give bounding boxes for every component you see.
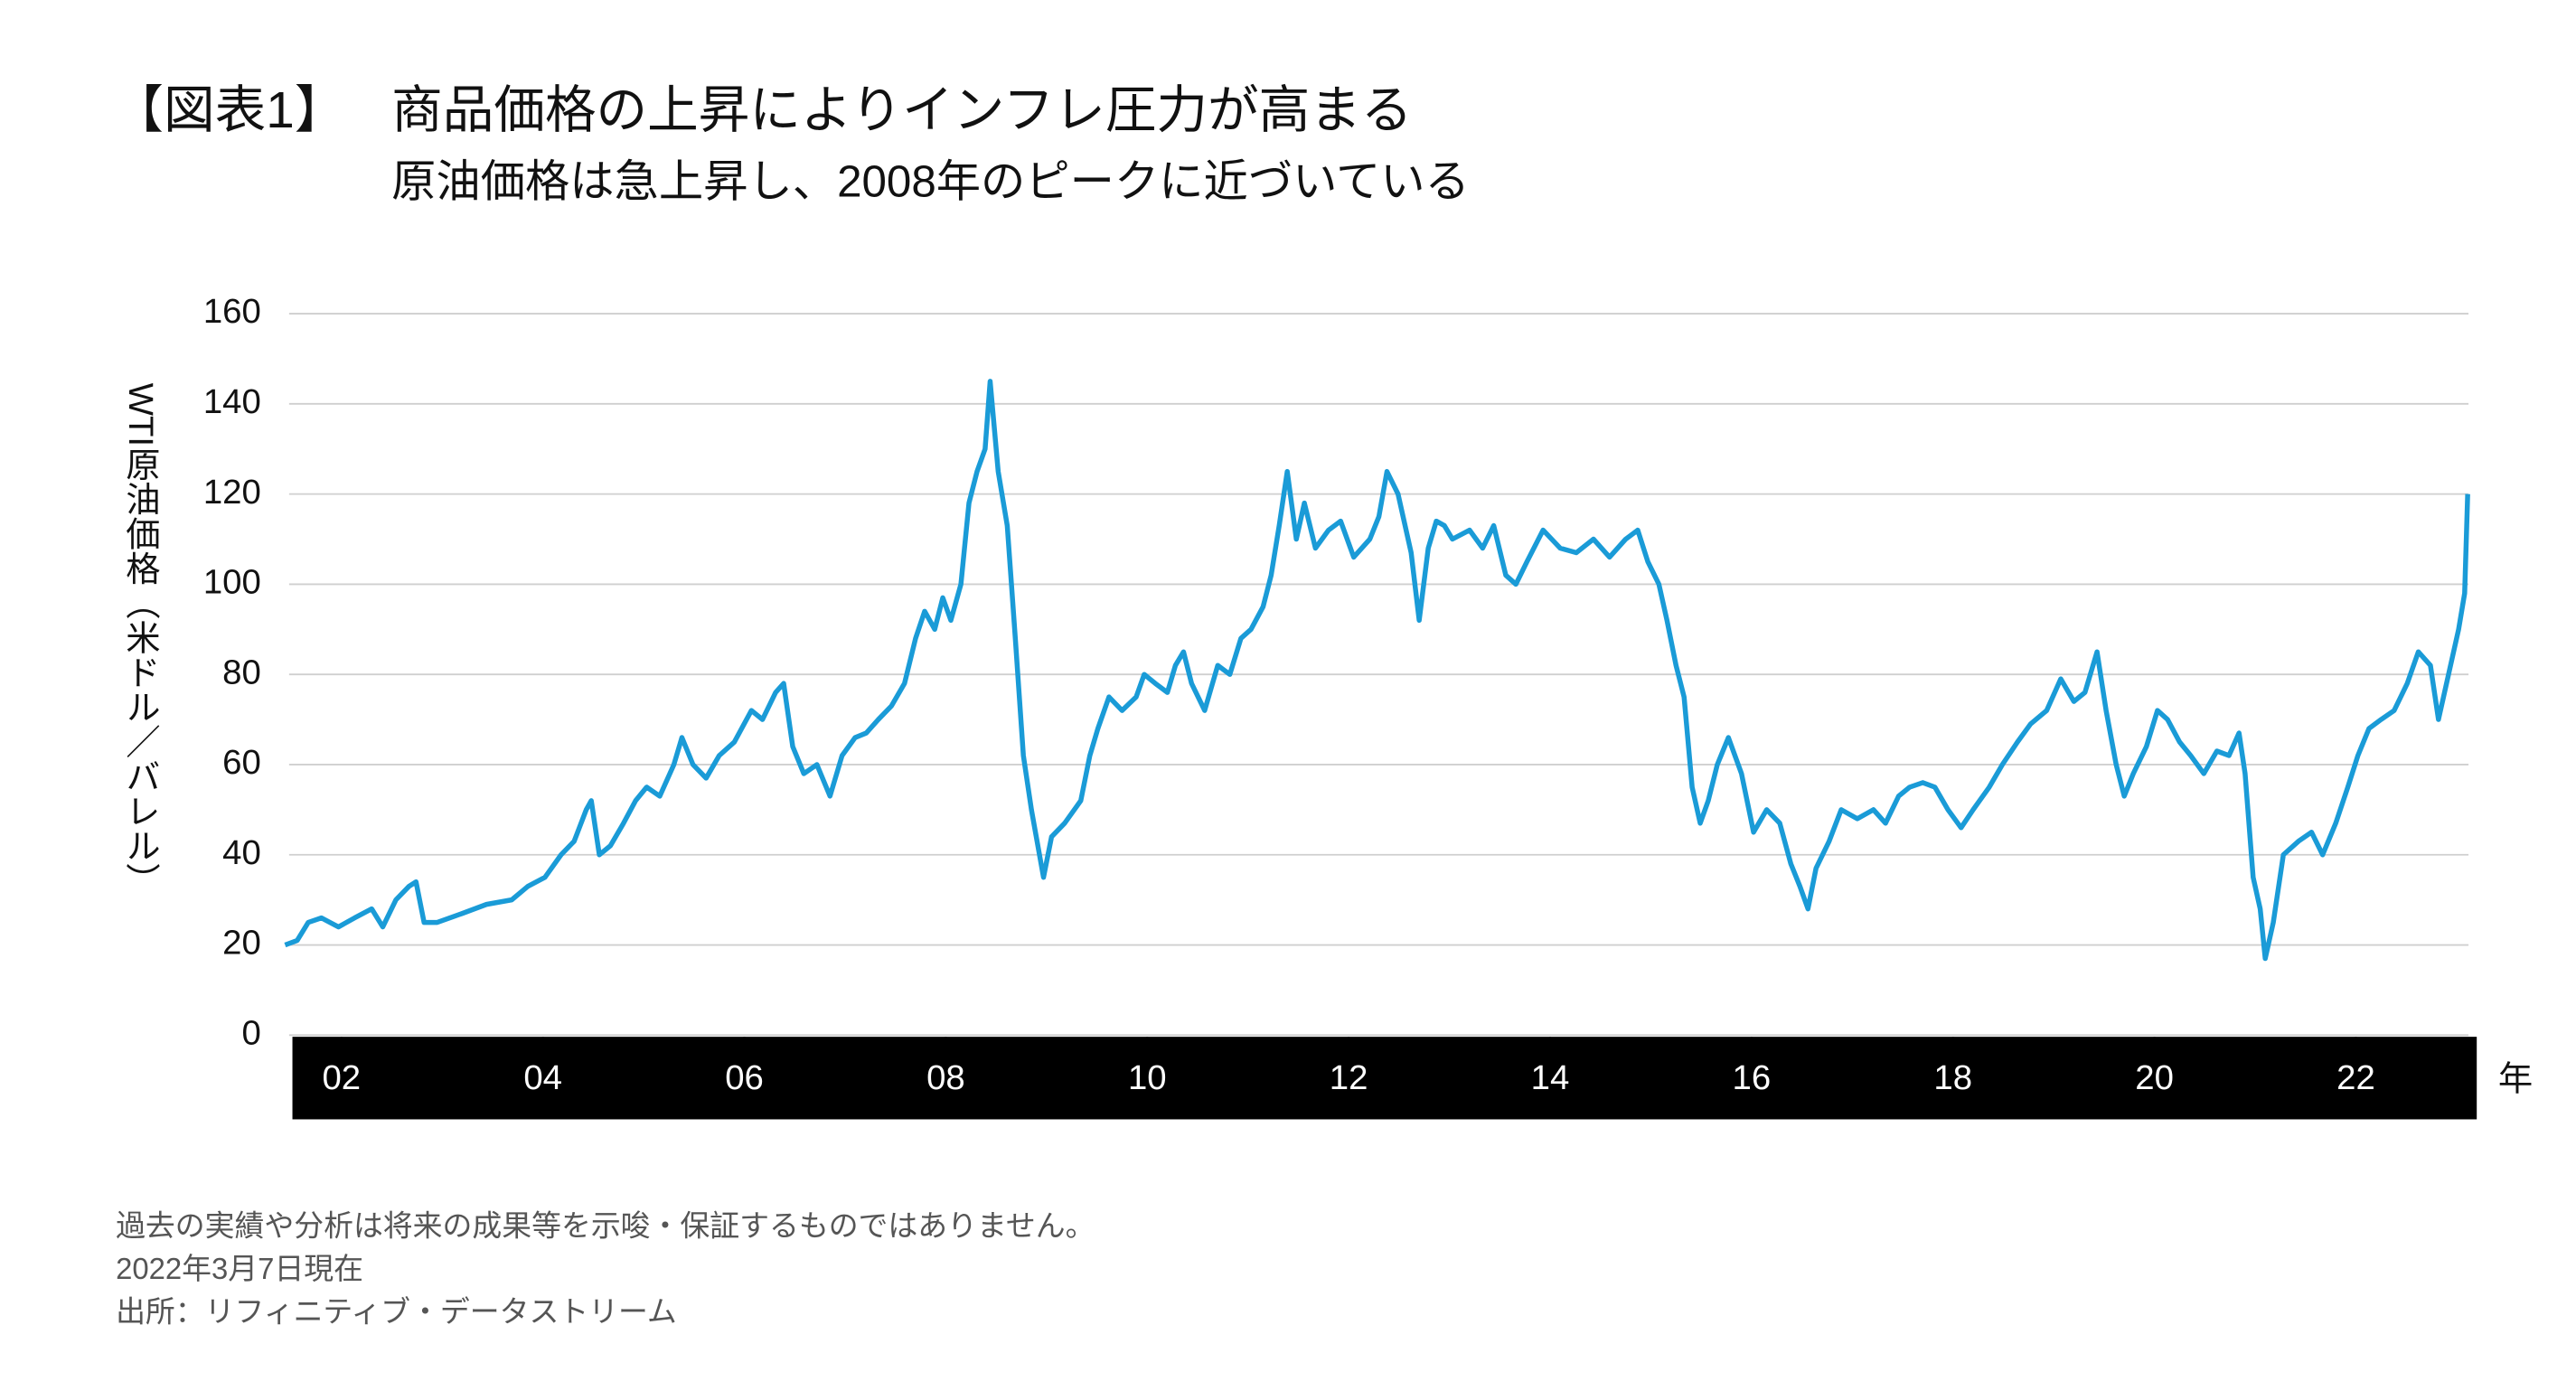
- x-tick-label: 06: [725, 1058, 764, 1097]
- x-axis-band: [292, 1037, 2477, 1120]
- y-tick-label: 0: [241, 1013, 260, 1052]
- note: 出所：リフィニティブ・データストリーム: [116, 1295, 677, 1329]
- y-tick-label: 100: [203, 563, 261, 602]
- x-axis-label: 年: [2498, 1060, 2533, 1099]
- y-tick-label: 20: [222, 924, 261, 963]
- x-tick-label: 10: [1128, 1058, 1167, 1097]
- chart-title: 商品価格の上昇によりインフレ圧力が高まる: [391, 81, 1412, 138]
- x-tick-label: 18: [1933, 1058, 1972, 1097]
- x-tick-label: 12: [1330, 1058, 1368, 1097]
- y-tick-label: 140: [203, 382, 261, 421]
- title-label: 【図表1】: [112, 81, 345, 138]
- x-tick-label: 08: [926, 1058, 965, 1097]
- x-tick-label: 02: [322, 1058, 361, 1097]
- price-line: [284, 379, 2470, 962]
- note: 過去の実績や分析は将来の成果等を示唆・保証するものではありません。: [116, 1209, 1095, 1243]
- x-tick-label: 04: [523, 1058, 562, 1097]
- chart-subtitle: 原油価格は急上昇し、2008年のピークに近づいている: [391, 157, 1470, 207]
- y-tick-label: 60: [222, 743, 261, 782]
- x-tick-label: 14: [1531, 1058, 1570, 1097]
- x-tick-label: 16: [1733, 1058, 1772, 1097]
- y-tick-label: 160: [203, 292, 261, 331]
- y-tick-label: 40: [222, 833, 261, 872]
- note: 2022年3月7日現在: [116, 1252, 363, 1285]
- x-tick-label: 20: [2135, 1058, 2174, 1097]
- y-tick-label: 120: [203, 473, 261, 512]
- y-axis-label: WTI原油価格（米ドル／バレル）: [121, 383, 160, 897]
- x-tick-label: 22: [2336, 1058, 2375, 1097]
- y-tick-label: 80: [222, 653, 261, 691]
